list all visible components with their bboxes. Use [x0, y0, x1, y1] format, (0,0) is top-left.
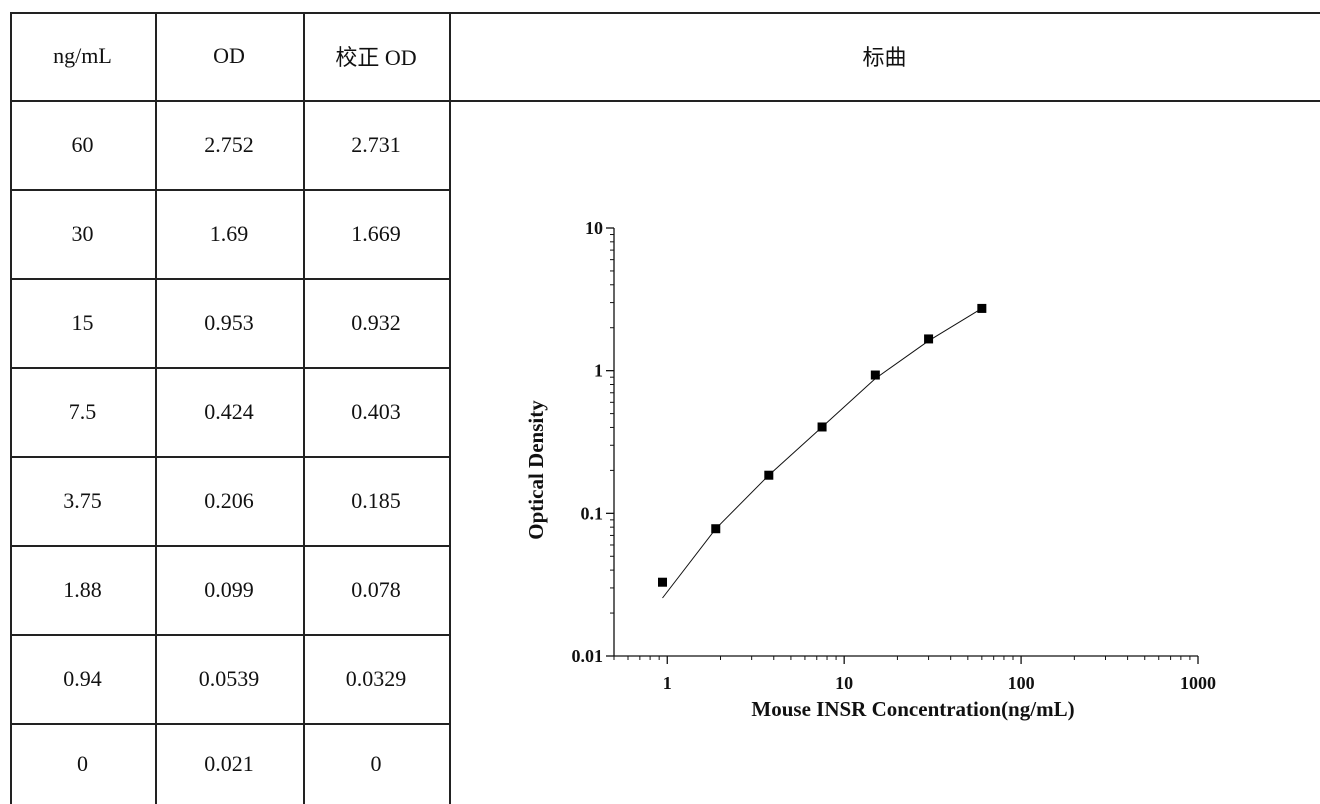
- table-cell: 0.94: [63, 665, 102, 691]
- data-point-marker: [764, 470, 774, 480]
- y-tick-label: 1: [594, 361, 603, 381]
- chart-title: 标曲: [862, 46, 907, 71]
- grid-hline: [10, 634, 449, 636]
- table-cell: 0.953: [204, 309, 254, 335]
- table-cell: 0.021: [204, 750, 254, 776]
- grid-vline: [449, 12, 451, 804]
- x-tick-label: 100: [1008, 673, 1035, 693]
- y-tick-label: 10: [585, 218, 603, 238]
- table-cell: 15: [71, 309, 94, 335]
- x-tick-label: 1: [663, 673, 672, 693]
- table-cell: 0.206: [204, 487, 254, 513]
- table-cell: 1.88: [63, 576, 102, 602]
- grid-hline: [10, 100, 1320, 102]
- table-cell: 0.0539: [198, 665, 260, 691]
- data-point-marker: [817, 422, 827, 432]
- table-cell: 30: [71, 220, 94, 246]
- table-cell: 0.0329: [345, 665, 407, 691]
- grid-vline: [303, 12, 305, 804]
- grid-hline: [10, 723, 449, 725]
- table-cell: 0.185: [351, 487, 401, 513]
- data-point-marker: [711, 524, 721, 534]
- table-cell: 3.75: [63, 487, 102, 513]
- table-cell: 60: [71, 131, 94, 157]
- table-cell: 1.669: [351, 220, 401, 246]
- table-cell: 0.932: [351, 309, 401, 335]
- table-cell: 2.752: [204, 131, 254, 157]
- y-tick-label: 0.1: [581, 503, 604, 523]
- table-header-cell: ng/mL: [53, 43, 112, 68]
- data-point-marker: [658, 577, 668, 587]
- grid-hline: [10, 545, 449, 547]
- data-point-marker: [977, 303, 987, 313]
- y-axis-title: Optical Density: [524, 400, 548, 540]
- table-header-cell: OD: [213, 43, 245, 68]
- grid-hline: [10, 367, 449, 369]
- table-cell: 2.731: [351, 131, 401, 157]
- data-point-marker: [924, 334, 934, 344]
- x-tick-label: 1000: [1180, 673, 1216, 693]
- grid-hline: [10, 456, 449, 458]
- table-header-cell: 校正 OD: [335, 45, 417, 70]
- grid-hline: [10, 189, 449, 191]
- data-point-marker: [870, 370, 880, 380]
- grid-vline: [10, 12, 12, 804]
- fit-curve-line: [662, 307, 983, 599]
- table-cell: 0.099: [204, 576, 254, 602]
- y-tick-label: 0.01: [572, 646, 604, 666]
- x-axis-title: Mouse INSR Concentration(ng/mL): [751, 697, 1074, 721]
- x-tick-label: 10: [835, 673, 853, 693]
- table-cell: 7.5: [68, 398, 97, 424]
- data-table: ng/mL OD 校正 OD 标曲 60 2.752 2.731 30 1.69 1.669 15 0…: [10, 12, 1320, 804]
- table-cell: 0.403: [351, 398, 401, 424]
- grid-hline: [10, 278, 449, 280]
- table-cell: 0: [77, 750, 88, 776]
- table-cell: 0.424: [204, 398, 254, 424]
- table-cell: 1.69: [209, 220, 249, 246]
- table-cell: 0.078: [351, 576, 401, 602]
- table-cell: 0: [370, 750, 382, 776]
- grid-hline: [10, 12, 1320, 14]
- grid-vline: [155, 12, 157, 804]
